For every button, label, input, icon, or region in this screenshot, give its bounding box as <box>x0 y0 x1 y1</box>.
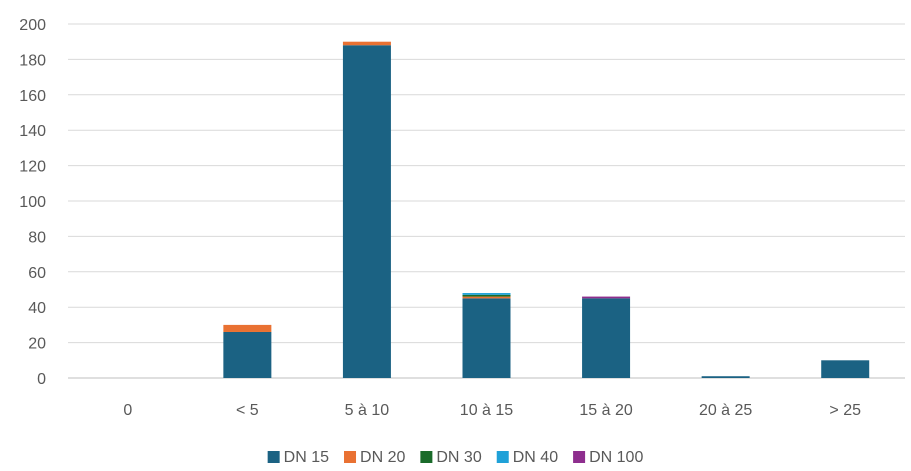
legend-label: DN 40 <box>513 449 558 466</box>
x-axis-ticks: 0 < 5 5 à 10 10 à 15 15 à 20 20 à 25 > 25 <box>123 402 861 419</box>
legend-swatch <box>344 451 357 463</box>
legend-label: DN 15 <box>284 449 329 466</box>
legend-label: DN 100 <box>589 449 643 466</box>
legend-label: DN 30 <box>436 449 481 466</box>
gridlines <box>68 23 905 379</box>
y-tick-label: 40 <box>28 300 46 317</box>
bars <box>223 41 870 379</box>
bar-segment <box>462 298 511 378</box>
bar-segment <box>223 324 272 332</box>
bar-segment <box>582 298 631 378</box>
legend-swatch <box>573 451 586 463</box>
legend-label: DN 20 <box>360 449 405 466</box>
y-tick-label: 100 <box>19 194 46 211</box>
legend-item: DN 20 <box>344 449 405 466</box>
bar-segment <box>462 296 511 299</box>
bar-segment <box>462 294 511 297</box>
y-tick-label: 140 <box>19 123 46 140</box>
bar-segment <box>821 360 870 378</box>
bar-segment <box>701 376 750 378</box>
x-tick-label: < 5 <box>236 402 259 419</box>
y-tick-label: 20 <box>28 336 46 353</box>
x-tick-label: 0 <box>123 402 132 419</box>
legend-swatch <box>496 451 509 463</box>
legend-item: DN 15 <box>267 449 329 466</box>
y-tick-label: 80 <box>28 229 46 246</box>
x-tick-label: 20 à 25 <box>699 402 752 419</box>
x-tick-label: 15 à 20 <box>579 402 632 419</box>
x-tick-label: > 25 <box>829 402 861 419</box>
y-axis-ticks: 0 20 40 60 80 100 120 140 160 180 200 <box>19 17 46 388</box>
y-tick-label: 160 <box>19 88 46 105</box>
bar-segment <box>462 293 511 295</box>
legend-item: DN 40 <box>496 449 558 466</box>
bar-segment <box>342 45 391 379</box>
legend-swatch <box>267 451 280 463</box>
bar-segment <box>582 296 631 299</box>
legend-item: DN 100 <box>573 449 643 466</box>
bar-segment <box>223 331 272 378</box>
legend-swatch <box>420 451 433 463</box>
bar-segment <box>342 41 391 46</box>
x-tick-label: 10 à 15 <box>460 402 513 419</box>
y-tick-label: 60 <box>28 265 46 282</box>
y-tick-label: 200 <box>19 17 46 34</box>
y-tick-label: 180 <box>19 52 46 69</box>
y-tick-label: 0 <box>37 371 46 388</box>
y-tick-label: 120 <box>19 159 46 176</box>
legend: DN 15 DN 20 DN 30 DN 40 DN 100 <box>267 449 643 466</box>
legend-item: DN 30 <box>420 449 482 466</box>
x-tick-label: 5 à 10 <box>345 402 390 419</box>
